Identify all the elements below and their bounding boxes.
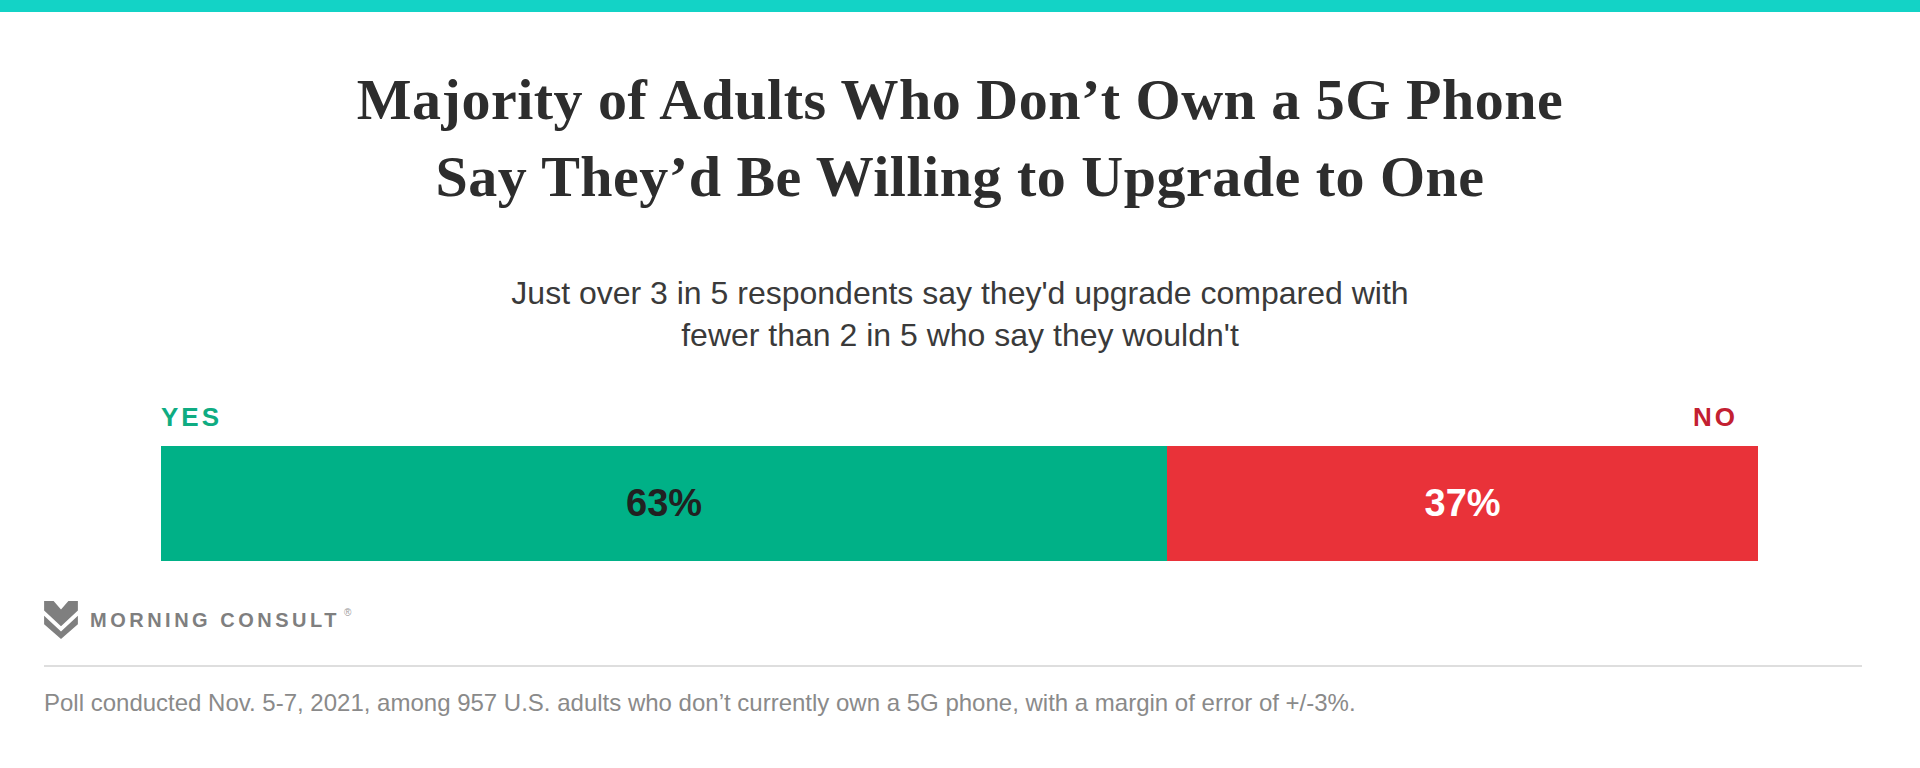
footnote: Poll conducted Nov. 5-7, 2021, among 957… bbox=[44, 689, 1860, 717]
title-line-1: Majority of Adults Who Don’t Own a 5G Ph… bbox=[0, 62, 1920, 139]
top-accent-bar bbox=[0, 0, 1920, 12]
yes-label: YES bbox=[161, 402, 222, 433]
stacked-bar: 63% 37% bbox=[161, 446, 1758, 561]
chart-subtitle: Just over 3 in 5 respondents say they'd … bbox=[0, 273, 1920, 356]
subtitle-line-2: fewer than 2 in 5 who say they wouldn't bbox=[0, 315, 1920, 357]
morning-consult-logo: MORNING CONSULT ® bbox=[44, 601, 1920, 639]
no-label: NO bbox=[1693, 402, 1758, 433]
bar-label-row: YES NO bbox=[161, 402, 1758, 433]
divider bbox=[44, 665, 1862, 667]
bar-chart: YES NO 63% 37% bbox=[161, 402, 1758, 561]
logo-text: MORNING CONSULT bbox=[90, 609, 340, 632]
yes-percent-label: 63% bbox=[626, 482, 702, 525]
bar-segment-no: 37% bbox=[1167, 446, 1758, 561]
morning-consult-m-icon bbox=[44, 601, 78, 639]
no-percent-label: 37% bbox=[1425, 482, 1501, 525]
chart-title: Majority of Adults Who Don’t Own a 5G Ph… bbox=[0, 62, 1920, 215]
title-line-2: Say They’d Be Willing to Upgrade to One bbox=[0, 139, 1920, 216]
registered-trademark-symbol: ® bbox=[344, 607, 351, 618]
subtitle-line-1: Just over 3 in 5 respondents say they'd … bbox=[0, 273, 1920, 315]
bar-segment-yes: 63% bbox=[161, 446, 1167, 561]
